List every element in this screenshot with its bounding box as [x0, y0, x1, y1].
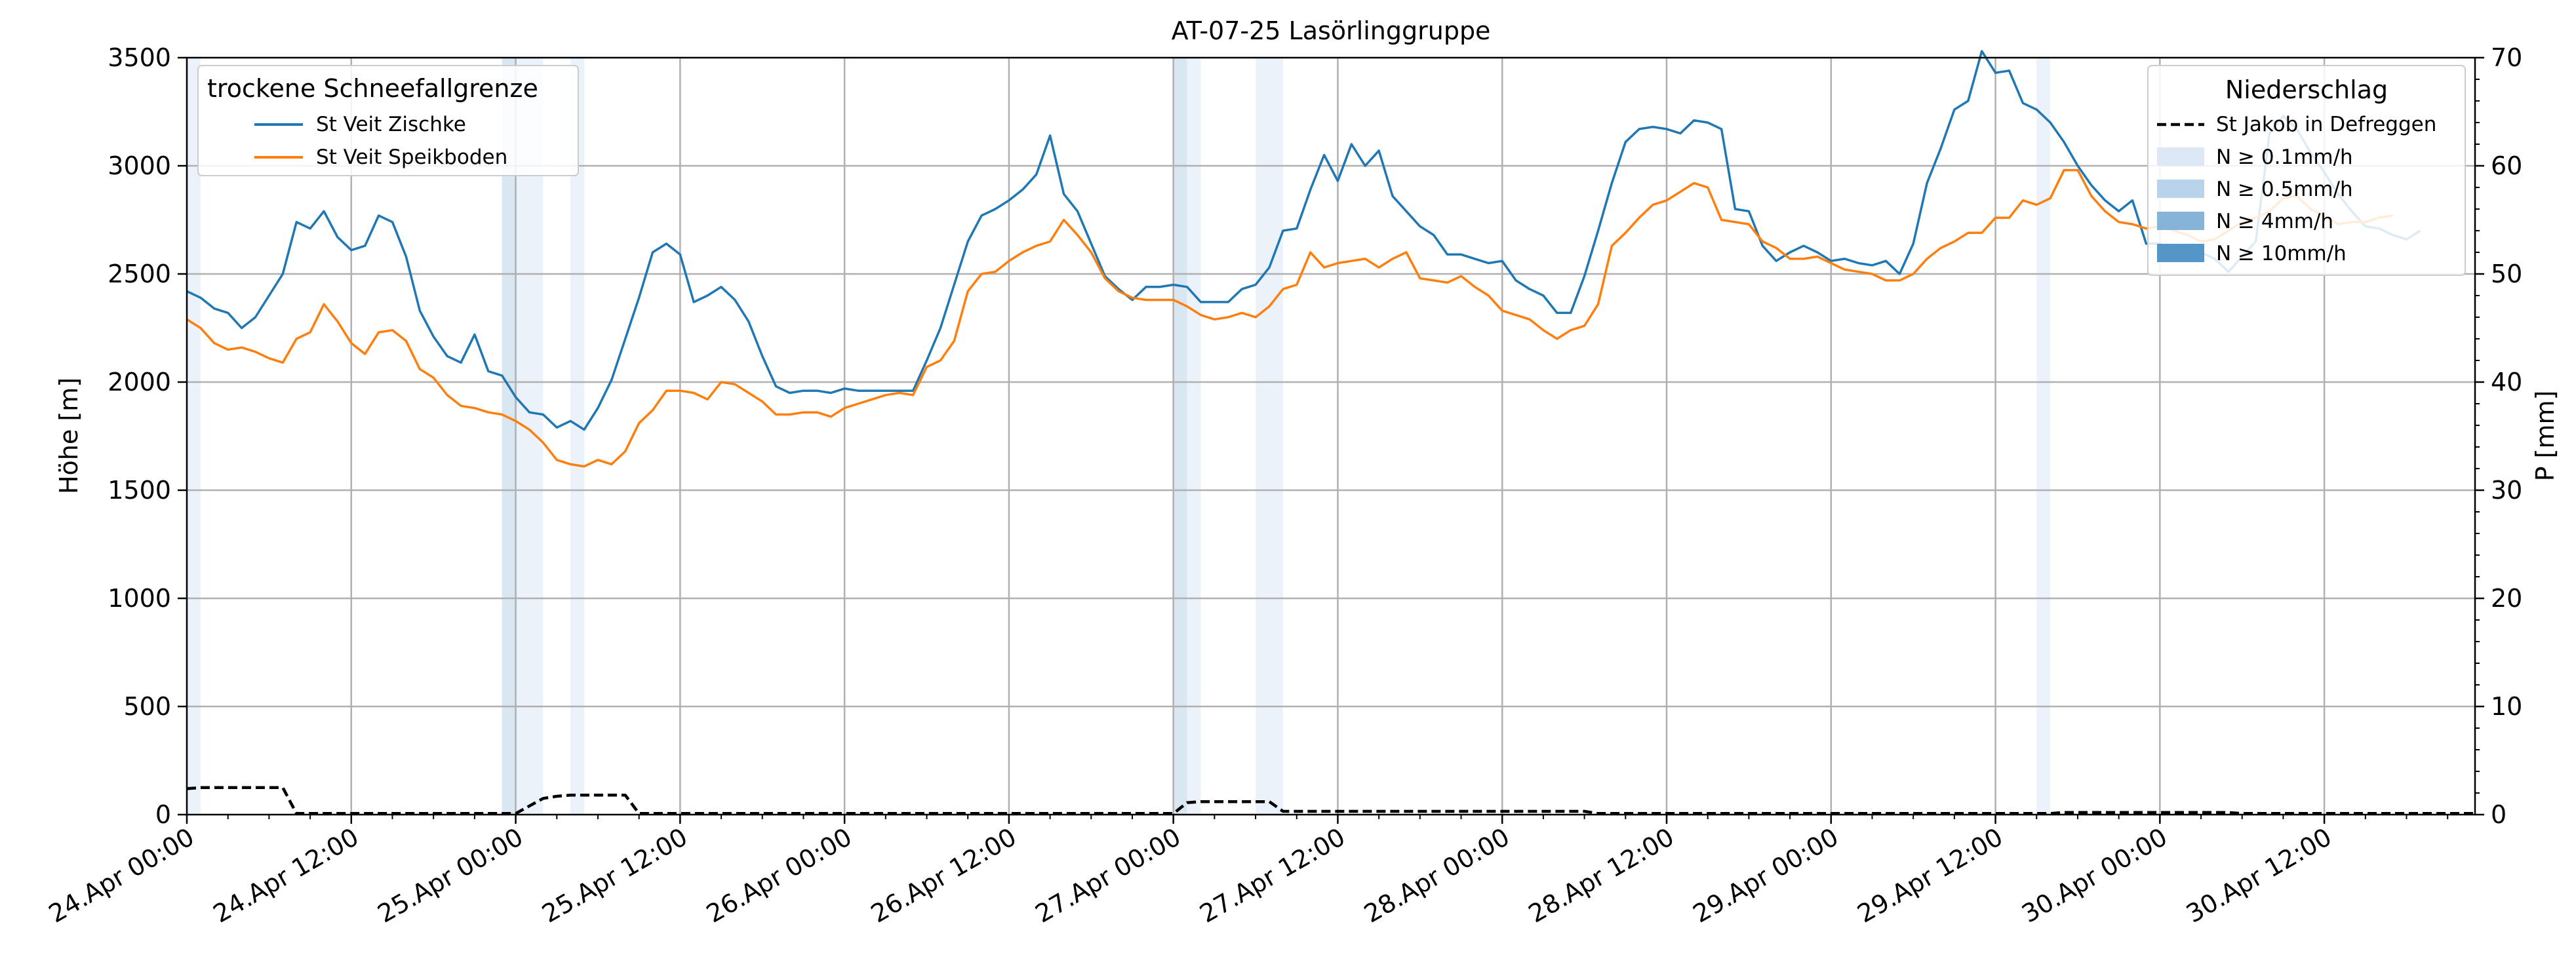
series-line-st-veit-speikboden	[186, 168, 2393, 468]
y-axis-label-left: Höhe [m]	[54, 377, 83, 494]
legend-entry-n05: N ≥ 0.5mm/h	[2216, 178, 2353, 201]
precip-band	[2036, 58, 2051, 815]
y-tick-label-right: 30	[2491, 476, 2522, 505]
legend-left: trockene Schneefallgrenze St Veit Zischk…	[197, 65, 579, 176]
legend-entry-defreggen: St Jakob in Defreggen	[2216, 113, 2436, 136]
precip-band	[1256, 58, 1283, 815]
precip-band	[515, 58, 530, 815]
y-tick-label-right: 20	[2491, 584, 2522, 613]
series-lines	[186, 50, 2475, 815]
legend-entry-n10: N ≥ 10mm/h	[2216, 242, 2347, 265]
legend-entry-n4: N ≥ 4mm/h	[2216, 210, 2333, 233]
y-tick-label-left: 0	[155, 800, 171, 829]
legend-entry-zischke: St Veit Zischke	[316, 113, 466, 136]
y-tick-label-right: 60	[2491, 151, 2522, 180]
y-tick-label-right: 50	[2491, 260, 2522, 288]
y-tick-label-left: 2500	[108, 260, 171, 288]
precip-band	[502, 58, 516, 815]
y-tick-label-right: 0	[2491, 800, 2507, 829]
y-tick-label-left: 500	[123, 692, 171, 721]
y-tick-label-right: 70	[2491, 43, 2522, 72]
legend-right: Niederschlag St Jakob in Defreggen N ≥ 0…	[2147, 65, 2466, 276]
precipitation-bands	[187, 58, 2051, 815]
y-tick-label-left: 1500	[108, 476, 171, 505]
plot-frame	[186, 56, 2476, 816]
precip-band	[187, 58, 201, 815]
y-tick-label-left: 2000	[108, 368, 171, 396]
precip-band	[570, 58, 585, 815]
series-line-st-veit-zischke	[186, 50, 2421, 431]
y-tick-label-right: 10	[2491, 692, 2522, 721]
legend-entry-n01: N ≥ 0.1mm/h	[2216, 145, 2353, 169]
series-line-st-jakob-in-defreggen	[186, 786, 2475, 815]
legend-swatch-n4	[2157, 212, 2204, 230]
y-tick-label-left: 1000	[108, 584, 171, 613]
legend-left-box	[197, 65, 579, 176]
y-tick-label-left: 3500	[108, 43, 171, 72]
precip-band	[1187, 58, 1201, 815]
legend-entry-speikboden: St Veit Speikboden	[316, 145, 507, 169]
y-axis-label-right: P [mm]	[2531, 391, 2560, 482]
legend-right-box	[2147, 65, 2466, 276]
legend-swatch-n05	[2157, 180, 2204, 198]
precip-band	[1173, 58, 1187, 815]
legend-left-title: trockene Schneefallgrenze	[207, 74, 538, 103]
chart-title: AT-07-25 Lasörlinggruppe	[1172, 16, 1491, 45]
y-tick-label-left: 3000	[108, 151, 171, 180]
y-tick-label-right: 40	[2491, 368, 2522, 396]
legend-right-title: Niederschlag	[2225, 75, 2388, 104]
legend-swatch-n10	[2157, 244, 2204, 262]
legend-swatch-n01	[2157, 147, 2204, 166]
